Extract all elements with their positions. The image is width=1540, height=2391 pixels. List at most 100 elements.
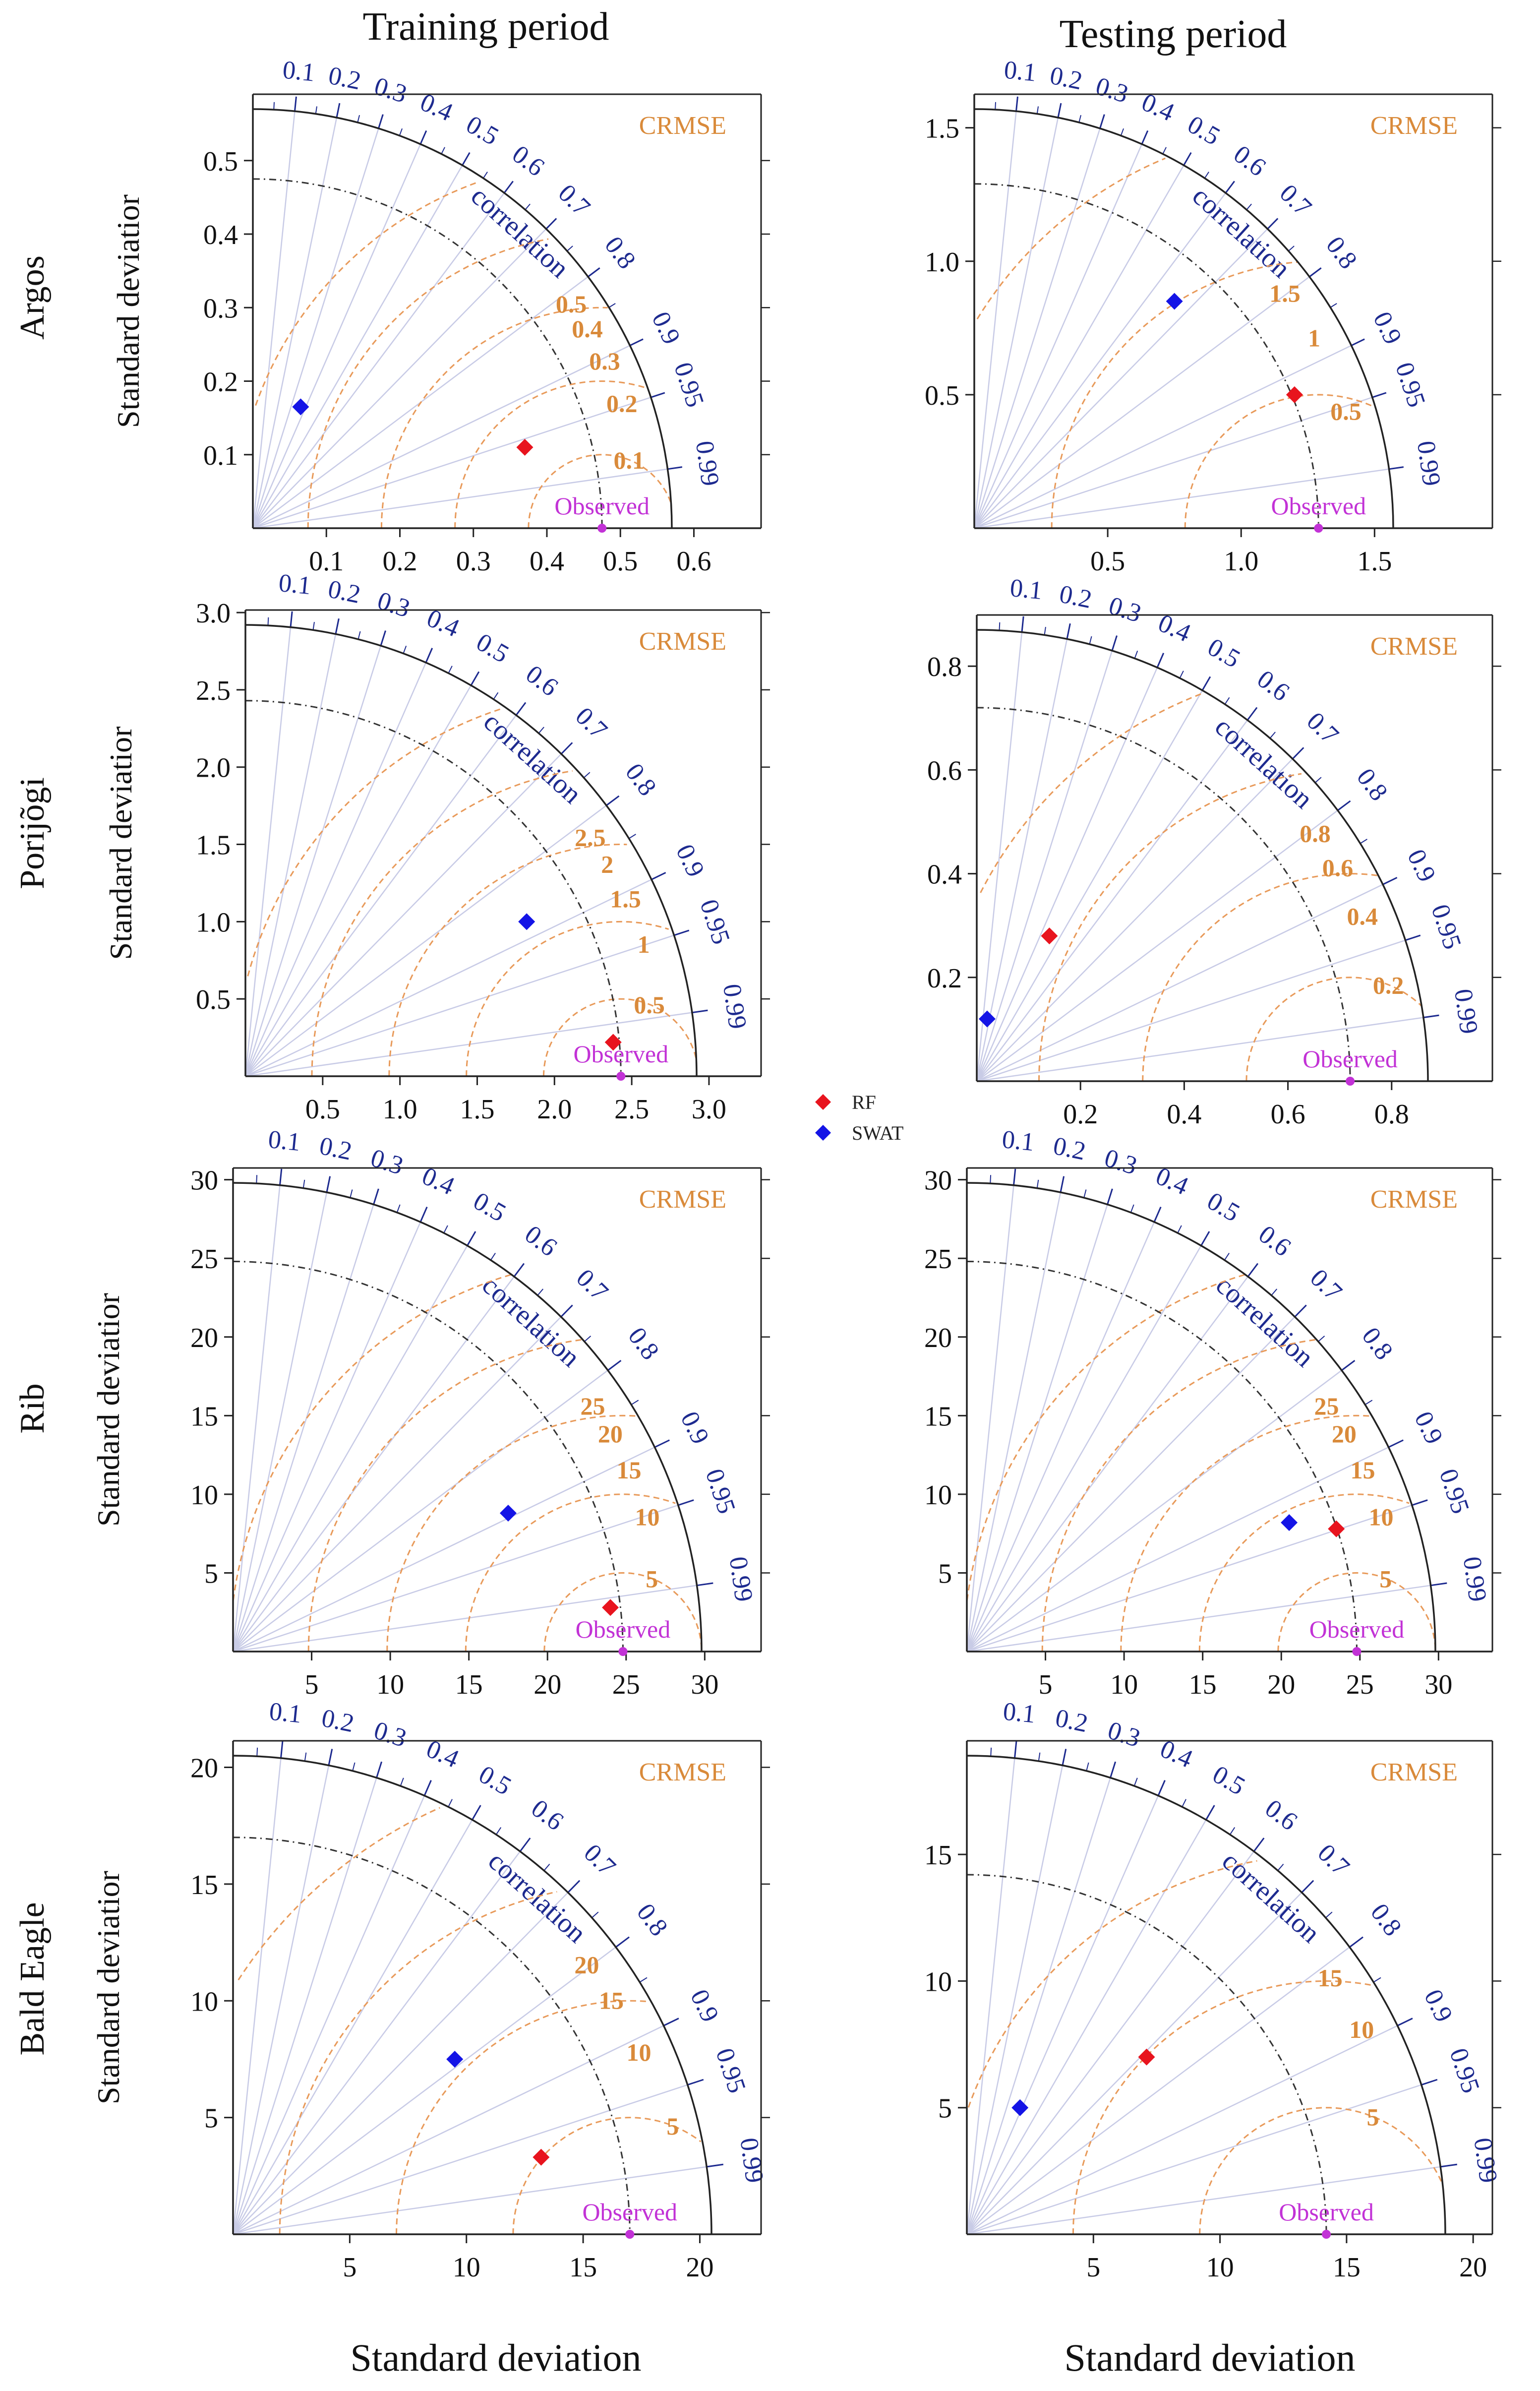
correlation-tick: [692, 1009, 708, 1014]
correlation-ray: [245, 1012, 693, 1077]
correlation-minor-tick: [1288, 245, 1295, 251]
correlation-minor-tick: [1292, 752, 1299, 759]
correlation-ray: [973, 111, 1017, 529]
correlation-label: 0.6: [1252, 665, 1295, 707]
crmse-title: CRMSE: [1370, 112, 1458, 140]
correlation-ray: [232, 1795, 425, 2235]
correlation-tick: [667, 466, 683, 470]
y-tick-label: 1.5: [196, 830, 231, 861]
correlation-minor-tick: [514, 1269, 520, 1277]
correlation-minor-tick: [1158, 1787, 1162, 1796]
crmse-label: 25: [581, 1392, 605, 1420]
max-sd-arc: [976, 629, 1429, 1082]
correlation-minor-tick: [472, 1812, 477, 1820]
point-rf: [604, 1034, 622, 1051]
correlation-ray: [966, 1222, 1155, 1652]
correlation-minor-tick: [376, 1769, 380, 1778]
correlation-minor-tick: [543, 1863, 550, 1871]
crmse-label: 5: [646, 1565, 658, 1593]
correlation-label: 0.7: [578, 1839, 621, 1881]
correlation-ray: [233, 1504, 679, 1653]
correlation-label: 0.2: [326, 61, 363, 96]
correlation-label: 0.2: [326, 575, 363, 609]
correlation-minor-tick: [1325, 1911, 1333, 1918]
crmse-arc: [1277, 1572, 1436, 1652]
correlation-label: 0.3: [367, 1144, 407, 1180]
correlation-minor-tick: [335, 626, 338, 634]
correlation-ray: [233, 2025, 664, 2235]
crmse-label: 15: [1318, 1964, 1343, 1992]
correlation-label: 0.1: [1008, 574, 1043, 605]
crmse-label: 0.5: [556, 290, 587, 318]
correlation-ray: [966, 1851, 1254, 2235]
correlation-minor-tick: [1162, 147, 1167, 154]
reference-sd-arc: [974, 183, 1319, 529]
crmse-arc: [980, 693, 1202, 893]
correlation-minor-tick: [1141, 137, 1146, 144]
correlation-label: 0.1: [267, 1125, 301, 1157]
correlation-minor-tick: [990, 1175, 992, 1184]
correlation-ray: [976, 639, 1068, 1082]
y-tick-label: 3.0: [196, 598, 231, 629]
correlation-ray: [966, 1192, 1062, 1652]
correlation-minor-tick: [1066, 631, 1069, 639]
observed-point: [625, 2230, 635, 2239]
x-tick-label: 1.0: [1224, 546, 1258, 577]
correlation-minor-tick: [1044, 626, 1046, 635]
correlation-minor-tick: [1112, 642, 1115, 651]
crmse-label: 10: [1349, 2016, 1374, 2043]
correlation-minor-tick: [631, 1400, 639, 1406]
x-tick-label: 20: [1267, 1669, 1295, 1700]
crmse-arc: [279, 1891, 557, 2235]
crmse-arc: [1199, 2107, 1443, 2235]
row-label-bald-eagle: Bald Eagle: [13, 1902, 52, 2055]
crmse-label: 0.2: [606, 390, 638, 418]
observed-label: Observed: [554, 492, 650, 520]
correlation-tick: [697, 1582, 713, 1587]
crmse-arc: [966, 1274, 1245, 1600]
correlation-minor-tick: [1318, 1335, 1325, 1342]
correlation-ray: [966, 1795, 1159, 2235]
crmse-arc: [976, 157, 1166, 320]
correlation-label: 0.5: [1203, 633, 1245, 674]
correlation-minor-tick: [1099, 121, 1103, 129]
crmse-label: 0.5: [1330, 398, 1362, 426]
x-axis-title-testing: Standard deviation: [1064, 2336, 1355, 2379]
correlation-minor-tick: [1036, 1179, 1039, 1188]
correlation-minor-tick: [304, 1752, 307, 1762]
correlation-label: 0.5: [469, 1187, 511, 1227]
correlation-ray: [252, 228, 547, 529]
correlation-ray: [966, 1204, 1108, 1652]
correlation-ray: [966, 1245, 1202, 1652]
y-tick-label: 10: [190, 1986, 218, 2017]
correlation-minor-tick: [1373, 1977, 1381, 1983]
column-title-training: Training period: [362, 5, 609, 49]
correlation-label: 0.99: [734, 2136, 769, 2185]
x-tick-label: 0.6: [1271, 1099, 1305, 1130]
correlation-minor-tick: [1036, 106, 1039, 114]
correlation-ray: [233, 1947, 616, 2235]
correlation-ray: [232, 1819, 473, 2235]
correlation-label: 0.1: [281, 56, 316, 87]
x-tick-label: 15: [455, 1669, 483, 1700]
observed-label: Observed: [573, 1040, 668, 1068]
correlation-label: 0.8: [622, 1322, 664, 1365]
y-axis-title: Standard deviatior: [91, 1871, 126, 2104]
y-tick-label: 15: [924, 1401, 952, 1432]
correlation-label: 0.2: [1057, 580, 1094, 614]
crmse-arc: [307, 1339, 582, 1652]
crmse-arc: [543, 998, 697, 1076]
observed-label: Observed: [582, 2198, 677, 2226]
correlation-ray: [232, 1192, 328, 1652]
correlation-tick: [707, 2163, 723, 2168]
y-tick-label: 2.0: [196, 753, 231, 784]
correlation-ray: [966, 1892, 1303, 2235]
y-tick-label: 0.6: [927, 755, 962, 786]
correlation-minor-tick: [1078, 115, 1082, 123]
correlation-ray: [245, 805, 607, 1077]
x-tick-label: 0.5: [603, 546, 638, 577]
x-tick-label: 15: [569, 2252, 597, 2283]
correlation-label: 0.6: [1253, 1220, 1296, 1262]
correlation-minor-tick: [1154, 1214, 1158, 1223]
correlation-minor-tick: [588, 272, 594, 277]
